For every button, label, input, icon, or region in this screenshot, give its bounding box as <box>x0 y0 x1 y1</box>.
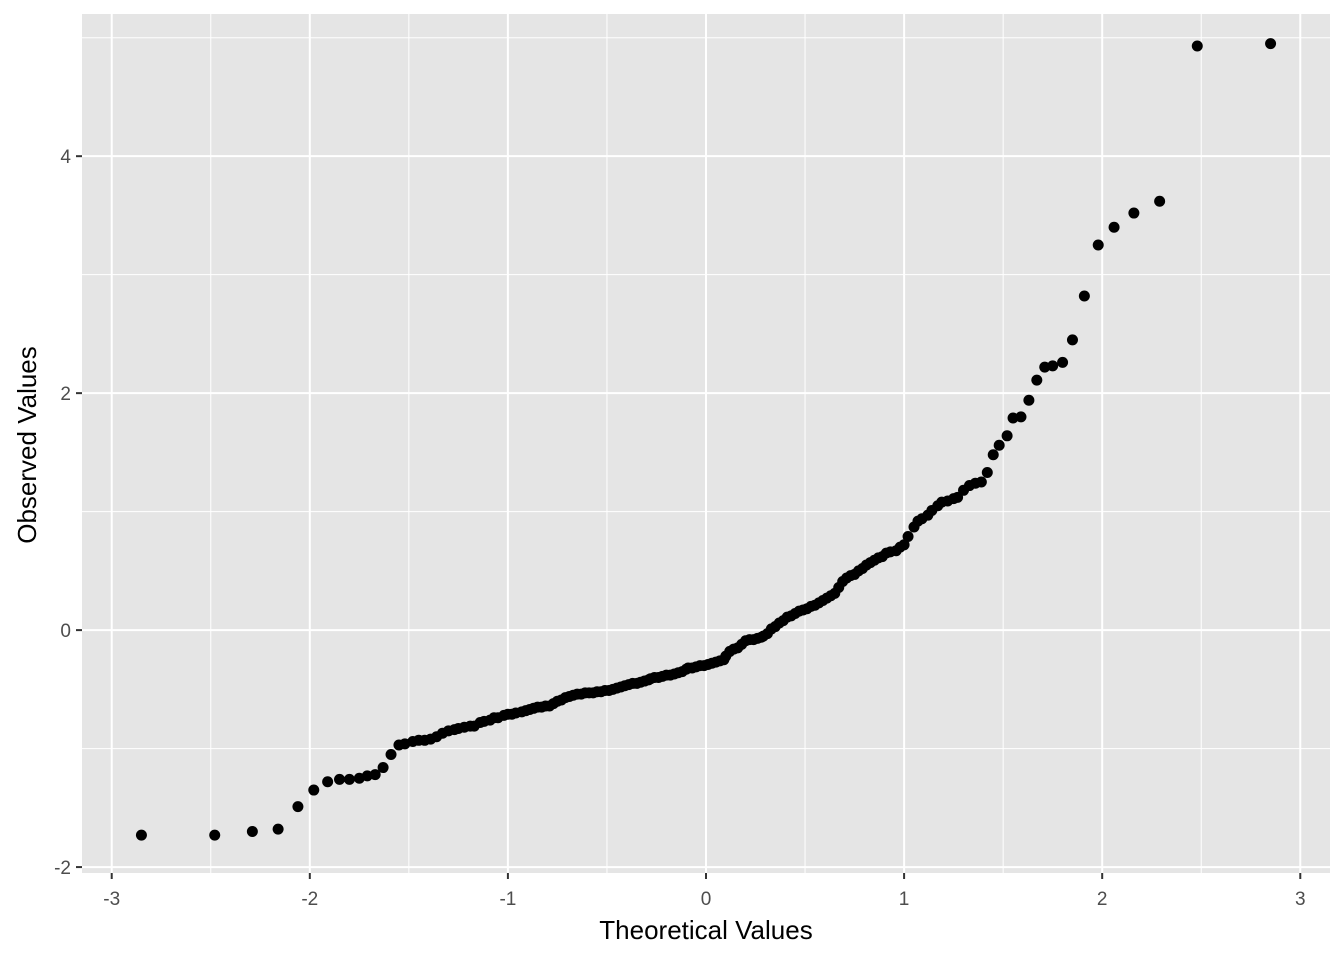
data-point <box>377 762 389 774</box>
data-point <box>1001 430 1013 442</box>
data-points <box>135 38 1277 841</box>
y-axis: -2 0 2 4 <box>54 147 82 879</box>
data-point <box>1057 356 1069 368</box>
data-point <box>1015 411 1027 423</box>
data-point <box>1023 394 1035 406</box>
data-point <box>369 769 381 781</box>
data-point <box>209 829 221 841</box>
data-point <box>334 773 346 785</box>
data-point <box>1108 221 1120 233</box>
data-point <box>322 776 334 788</box>
x-tick-label: 0 <box>701 889 712 910</box>
y-tick-label: 2 <box>60 384 71 405</box>
data-point <box>246 826 258 838</box>
data-point <box>272 823 284 835</box>
y-tick-label: -2 <box>54 858 71 879</box>
x-tick-label: 3 <box>1295 889 1306 910</box>
major-gridlines <box>82 14 1330 873</box>
data-point <box>987 449 999 461</box>
x-tick-label: -2 <box>301 889 318 910</box>
data-point <box>981 467 993 479</box>
y-axis-title: Observed Values <box>12 346 42 544</box>
x-tick-label: -1 <box>499 889 516 910</box>
data-point <box>1078 290 1090 302</box>
data-point <box>993 439 1005 451</box>
x-tick-label: -3 <box>103 889 120 910</box>
x-axis: -3 -2 -1 0 1 2 3 <box>103 873 1306 910</box>
data-point <box>1031 374 1043 386</box>
x-tick-label: 2 <box>1097 889 1108 910</box>
data-point <box>292 801 304 813</box>
data-point <box>898 539 910 551</box>
data-point <box>902 531 914 543</box>
data-point <box>1047 360 1059 372</box>
y-tick-label: 4 <box>60 147 71 168</box>
data-point <box>343 773 355 785</box>
data-point <box>1128 207 1140 219</box>
data-point <box>1066 334 1078 346</box>
data-point <box>135 829 147 841</box>
data-point <box>1092 239 1104 251</box>
x-axis-title: Theoretical Values <box>599 915 812 945</box>
data-point <box>385 749 397 761</box>
y-tick-label: 0 <box>60 621 71 642</box>
data-point <box>308 784 320 796</box>
data-point <box>975 476 987 488</box>
data-point <box>1191 40 1203 52</box>
data-point <box>1265 38 1277 50</box>
x-tick-label: 1 <box>899 889 910 910</box>
data-point <box>1154 195 1166 207</box>
